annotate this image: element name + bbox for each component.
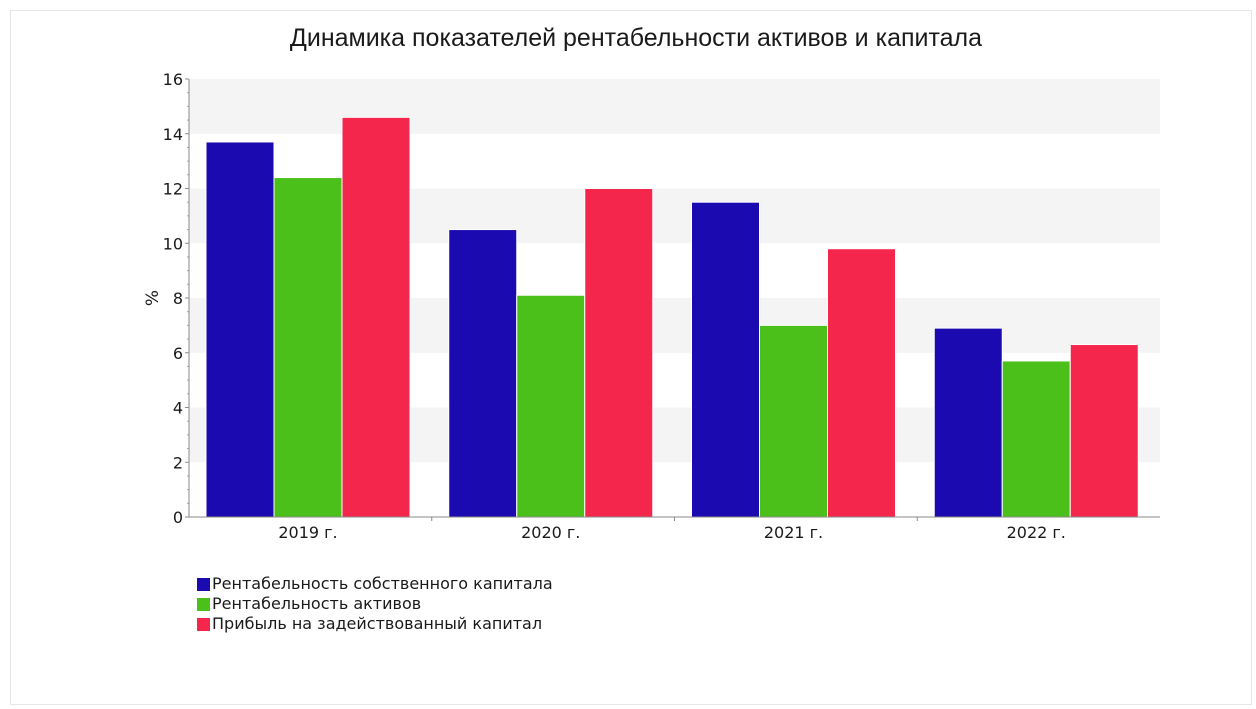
y-tick-label: 4	[173, 399, 183, 418]
bar-1-4	[933, 327, 1003, 518]
x-tick-labels: 2019 г. 2020 г. 2021 г. 2022 г.	[278, 523, 1066, 542]
y-tick-label: 14	[163, 125, 183, 144]
y-tick-label: 16	[163, 70, 183, 89]
legend: Рентабельность собственного капитала Рен…	[197, 574, 553, 634]
legend-swatch-roa	[197, 597, 210, 611]
bar-1-1	[205, 141, 275, 518]
bar-1-2	[448, 229, 518, 518]
axes	[185, 78, 1160, 521]
legend-swatch-roce	[197, 617, 210, 631]
x-tick-label: 2021 г.	[764, 523, 823, 542]
bar-2-1	[273, 177, 343, 518]
bar-series	[205, 116, 1139, 518]
bar-2-2	[516, 294, 586, 518]
bar-3-3	[827, 248, 896, 518]
bar-2-4	[1001, 360, 1071, 518]
y-axis-label: %	[143, 290, 163, 306]
y-tick-labels: 0 2 4 6 8 10 12 14 16	[163, 70, 183, 527]
y-tick-label: 0	[173, 508, 183, 527]
bar-3-2	[584, 188, 654, 518]
y-tick-label: 10	[163, 234, 183, 253]
legend-item-roe: Рентабельность собственного капитала	[197, 574, 553, 594]
legend-item-roa: Рентабельность активов	[197, 594, 553, 614]
x-tick-label: 2019 г.	[278, 523, 337, 542]
legend-item-roce: Прибыль на задействованный капитал	[197, 614, 553, 634]
legend-swatch-roe	[197, 577, 210, 591]
y-tick-label: 2	[173, 453, 183, 472]
x-tick-label: 2020 г.	[521, 523, 580, 542]
y-tick-label: 6	[173, 344, 183, 363]
grid-band	[189, 79, 1160, 134]
legend-label-roce: Прибыль на задействованный капитал	[212, 614, 543, 633]
bar-3-4	[1069, 344, 1139, 518]
chart-title: Динамика показателей рентабельности акти…	[290, 24, 982, 52]
legend-label-roe: Рентабельность собственного капитала	[212, 574, 553, 593]
legend-label-roa: Рентабельность активов	[212, 594, 422, 613]
bar-2-3	[759, 324, 828, 518]
x-tick-label: 2022 г.	[1007, 523, 1066, 542]
bar-1-3	[691, 201, 760, 518]
y-tick-label: 8	[173, 289, 183, 308]
bar-3-1	[341, 116, 411, 518]
y-tick-label: 12	[163, 180, 183, 199]
